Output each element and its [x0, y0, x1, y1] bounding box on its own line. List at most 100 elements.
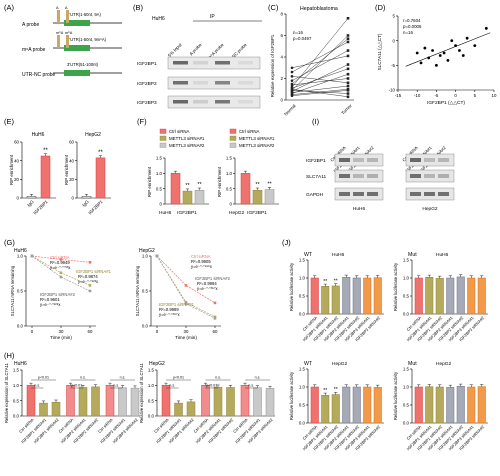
legend-label: Ctrl siRNA — [191, 254, 211, 259]
equation: y=e⁻⁰·⁰³⁶⁷x — [159, 312, 180, 317]
decay-curve — [156, 255, 216, 304]
e-y-tick-label: 20 — [69, 177, 74, 182]
construct-tag: WT — [304, 361, 313, 367]
significance-mark: ** — [255, 182, 260, 188]
f-y-tick-label: 0 — [160, 202, 163, 207]
decay-point — [88, 261, 92, 264]
j-y-tick-label: 1.0 — [299, 276, 306, 281]
expression-bar — [118, 387, 127, 417]
construct-tag: Mut — [408, 361, 417, 367]
tumor-point — [346, 63, 350, 66]
chart-title: HepG2 — [85, 132, 101, 138]
c-y-tick-label: 0 — [281, 98, 284, 103]
blot-band — [339, 174, 350, 178]
x-axis-label: IGF2BP1 (△△CT) — [427, 100, 465, 106]
utr-label: 3'UTR(1-50nt, 9A) — [67, 12, 101, 17]
scatter-point — [450, 39, 454, 43]
lane-label: 5% Input — [167, 42, 183, 58]
tumor-point — [346, 34, 350, 37]
luciferase-bar — [435, 386, 444, 424]
decay-point — [213, 317, 217, 320]
panel-label-g: (G) — [4, 238, 15, 247]
x-tick-label: IgG — [26, 199, 35, 208]
tumor-point — [346, 84, 350, 88]
h-y-tick-label: 1.5 — [148, 368, 155, 373]
modification-mark: m⁶A — [65, 31, 73, 35]
chart-title: HepG2 — [149, 361, 165, 367]
blot-band — [173, 61, 188, 65]
luciferase-bar — [425, 277, 434, 315]
significance-mark: ** — [323, 388, 327, 394]
panel-f-bar-charts: Ctrl siRNA Ctrl siRNA METTL3 siRNA#1 METTL3… — [147, 128, 279, 216]
expression-bar — [51, 401, 61, 417]
blot-row-label: GAPDH — [306, 192, 324, 198]
blot-band — [424, 192, 435, 196]
chart-title: HuH6 — [32, 132, 45, 138]
expression-bar — [66, 385, 75, 417]
expression-bar — [226, 387, 235, 417]
j-y-tick-label: 0.5 — [403, 294, 410, 299]
c-y-tick-label: 4 — [281, 55, 284, 60]
bracket-label: p<0.01 — [71, 384, 82, 388]
modification-stem — [57, 35, 60, 48]
equation: y=e⁻⁰·⁰²²⁸x — [40, 302, 61, 307]
y-axis-label: SLC7A11 mRNA remaining — [135, 265, 140, 316]
chart-title: HuH6 — [14, 361, 27, 367]
luciferase-bar — [425, 386, 434, 424]
x-tick-label: IGF2BP1 — [32, 199, 49, 216]
tumor-point — [346, 17, 350, 20]
normal-point — [290, 94, 294, 97]
legend-swatch — [229, 142, 237, 148]
blot-band — [193, 61, 208, 65]
e-y-tick-label: 40 — [69, 158, 74, 163]
panel-c-paired-plot: Hepatoblastoma n=16p=0.0497 Relative expre… — [270, 6, 354, 117]
modification-mark: A — [65, 6, 68, 10]
luciferase-bar — [435, 278, 444, 315]
y-axis-label: Relative expression of IGF2BP1 — [270, 34, 275, 97]
normal-point — [290, 87, 294, 91]
significance-mark: ** — [323, 279, 327, 285]
j-y-tick-label: 0.5 — [299, 294, 306, 299]
panel-label-d: (D) — [375, 3, 386, 12]
x-tick-label: IgG — [81, 199, 90, 208]
paired-line — [291, 55, 349, 68]
expression-bar — [78, 387, 88, 417]
bracket-label: n.s. — [255, 376, 261, 380]
legend-label: Ctrl siRNA — [169, 129, 190, 134]
j-y-tick-label: 1.0 — [403, 385, 410, 390]
tumor-point — [346, 40, 350, 44]
chart-title: Hepatoblastoma — [300, 6, 338, 12]
tumor-point — [346, 92, 350, 95]
paired-line — [291, 64, 349, 92]
y-axis-label: Relative luciferase activity — [289, 262, 294, 311]
h-y-tick-label: 1.0 — [148, 383, 155, 388]
g-y-tick-label: 1.0 — [17, 254, 24, 259]
j-y-tick-label: 0.0 — [403, 312, 410, 317]
tumor-point — [346, 54, 350, 58]
expression-bar — [201, 385, 210, 417]
legend-label: Ctrl siRNA — [50, 255, 70, 260]
bracket-label: p<0.01 — [38, 376, 49, 380]
modification-mark: m⁶A — [56, 31, 64, 35]
blot-strip — [405, 169, 455, 183]
expression-bar — [26, 385, 36, 417]
j-y-tick-label: 0.5 — [403, 403, 410, 408]
e-y-tick-label: 60 — [14, 140, 19, 145]
normal-point — [290, 83, 294, 87]
blot-row-label: IGF2BP1 — [137, 61, 157, 67]
expression-bar — [161, 385, 171, 417]
f-y-tick-label: 0 — [230, 202, 233, 207]
y-axis-label: Relative expression of SLC7A11 — [139, 362, 144, 423]
e-y-tick-label: 40 — [14, 158, 19, 163]
blot-strip — [334, 169, 384, 183]
tumor-point — [346, 49, 350, 52]
x-tick-label: -5 — [434, 93, 438, 98]
f-y-tick-label: 0.5 — [226, 186, 233, 191]
luciferase-bar — [363, 277, 372, 315]
blot-band — [424, 174, 435, 178]
y-axis-label: RIP enrichment — [217, 166, 222, 197]
decay-point — [59, 271, 63, 275]
paired-line — [291, 18, 349, 88]
